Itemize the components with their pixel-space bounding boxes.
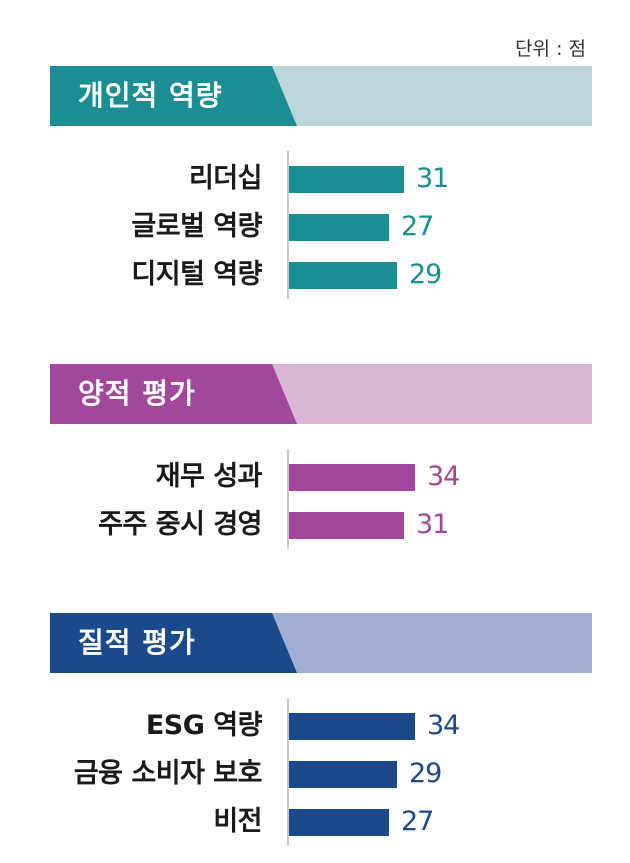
value-label: 27 bbox=[401, 806, 434, 837]
bar bbox=[289, 166, 404, 193]
bar-row: 주주 중시 경영 31 bbox=[0, 505, 630, 545]
category-label: 재무 성과 bbox=[155, 461, 263, 492]
bar bbox=[289, 761, 397, 788]
section-header-tab bbox=[50, 613, 297, 673]
value-label: 34 bbox=[427, 461, 460, 492]
section-header-band bbox=[50, 613, 592, 673]
value-label: 29 bbox=[409, 758, 442, 789]
value-label: 34 bbox=[427, 710, 460, 741]
bar-row: 비전 27 bbox=[0, 802, 630, 842]
bar-row: 리더십 31 bbox=[0, 159, 630, 199]
bar bbox=[289, 512, 404, 539]
section-header-tab bbox=[50, 66, 297, 126]
section-header-band bbox=[50, 364, 592, 424]
value-label: 27 bbox=[401, 211, 434, 242]
bar-row: 재무 성과 34 bbox=[0, 457, 630, 497]
category-label: 글로벌 역량 bbox=[131, 211, 262, 242]
section-title: 개인적 역량 bbox=[78, 79, 223, 112]
section-title: 양적 평가 bbox=[78, 377, 196, 410]
category-label: 금융 소비자 보호 bbox=[73, 758, 263, 789]
bar bbox=[289, 713, 415, 740]
section-title: 질적 평가 bbox=[78, 626, 196, 659]
section-header-1: 개인적 역량 bbox=[50, 66, 592, 126]
bar bbox=[289, 464, 415, 491]
value-label: 31 bbox=[416, 163, 449, 194]
axis-line bbox=[287, 449, 289, 549]
unit-label: 단위 : 점 bbox=[515, 38, 586, 60]
section-header-tab bbox=[50, 364, 297, 424]
category-label: 주주 중시 경영 bbox=[98, 509, 262, 540]
axis-line bbox=[287, 698, 289, 846]
value-label: 29 bbox=[409, 259, 442, 290]
bar-row: ESG 역량 34 bbox=[0, 706, 630, 746]
bar-row: 디지털 역량 29 bbox=[0, 255, 630, 295]
axis-line bbox=[287, 151, 289, 299]
value-label: 31 bbox=[416, 509, 449, 540]
category-label: 리더십 bbox=[188, 163, 263, 194]
category-label: 비전 bbox=[213, 806, 262, 837]
bar bbox=[289, 262, 397, 289]
bar bbox=[289, 809, 389, 836]
bar-row: 글로벌 역량 27 bbox=[0, 207, 630, 247]
bar bbox=[289, 214, 389, 241]
category-label: 디지털 역량 bbox=[131, 259, 262, 290]
bar-row: 금융 소비자 보호 29 bbox=[0, 754, 630, 794]
category-label: ESG 역량 bbox=[145, 710, 263, 741]
section-header-2: 양적 평가 bbox=[50, 364, 592, 424]
section-header-band bbox=[50, 66, 592, 126]
section-header-3: 질적 평가 bbox=[50, 613, 592, 673]
